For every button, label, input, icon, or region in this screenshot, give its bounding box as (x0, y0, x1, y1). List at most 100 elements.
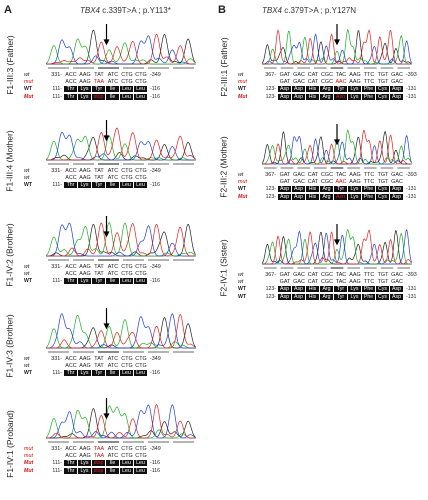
codon: TAA (93, 79, 105, 85)
sequence-line: wt ACC AAG TAT ATC CTG CTG (24, 175, 150, 181)
amino-acid: Tyr (334, 286, 347, 292)
codon: CTG (121, 363, 133, 369)
amino-acid: Phe (362, 293, 375, 300)
trace-channel-C (46, 313, 196, 349)
trace-channel-A (46, 135, 196, 161)
codon: CTG (121, 72, 133, 78)
amino-acid: Ile (106, 93, 119, 100)
trace-channel-T (262, 229, 412, 265)
amino-acid: Lys (348, 86, 361, 92)
codon: TAT (94, 72, 104, 78)
amino-acid: Asp (292, 193, 305, 200)
individual-label: F1-III:4 (Mother) (4, 114, 16, 208)
residue-start: 123- (265, 286, 276, 292)
codon: CTG (121, 453, 133, 459)
codon: TTC (363, 72, 375, 78)
amino-acid-line: WT 123- Asp Asp His Arg Tyr Lys Phe Cys Asp -131 (238, 186, 416, 192)
amino-acid: Thr (64, 86, 77, 92)
codon: CAT (307, 279, 319, 285)
amino-acid: Lys (78, 460, 91, 466)
codon: CGC (321, 279, 333, 285)
variant-arrow-head (103, 323, 110, 330)
codon: TTC (363, 79, 375, 85)
codon: GAC (391, 179, 403, 185)
codon: TAT (94, 356, 104, 362)
chromatogram (46, 308, 196, 353)
codon: GAC (293, 79, 305, 85)
allele-label: mut (238, 179, 247, 185)
amino-acid: Tyr (334, 186, 347, 192)
sequencing-row: F1-IV:2 (Brother) wt 331- ACC AAG TAT ATC CTG CT… (4, 210, 214, 300)
codon: CAT (307, 272, 319, 278)
amino-acid: Ile (106, 182, 119, 188)
residue-start: 123- (265, 193, 276, 200)
codon: CGC (321, 172, 333, 178)
sequence-line: mut GAT GAC CAT CGC AAC AAG TTC TGT GAC (238, 179, 406, 185)
allele-label: wt (24, 175, 30, 181)
residue-end: -131 (406, 186, 417, 192)
sequence-line: wt GAT GAC CAT CGC TAC AAG TTC TGT GAC (238, 279, 406, 285)
residue-start: 111- (52, 93, 62, 100)
trace-channel-T (262, 129, 412, 165)
amino-acid: Phe (362, 186, 375, 192)
codon: TTC (363, 279, 375, 285)
amino-acid: Tyr (92, 278, 105, 284)
amino-acid: Cys (376, 93, 389, 100)
amino-acid: Lys (78, 86, 91, 92)
individual-label: F2-III:2 (Mother) (218, 118, 230, 216)
variant-arrow-head (103, 413, 110, 420)
amino-acid: Ile (106, 370, 119, 376)
amino-acid: Tyr (92, 370, 105, 376)
codon: TGT (377, 72, 389, 78)
codon: AAG (349, 72, 361, 78)
trace-channel-T (46, 222, 196, 257)
codon: CTG (121, 79, 133, 85)
codon: AAG (79, 446, 91, 452)
amino-acid: stop (92, 467, 105, 474)
codon: GAC (391, 72, 403, 78)
sequence-line: wt 331- ACC AAG TAT ATC CTG CTG -349 (24, 356, 161, 362)
codon: AAC (335, 179, 347, 185)
codon: GAC (293, 179, 305, 185)
codon: CAT (307, 72, 319, 78)
individual-label: F1-IV:1 (Proband) (4, 392, 16, 496)
amino-acid: Cys (376, 293, 389, 300)
amino-acid: Lys (78, 93, 91, 100)
codon: AAG (349, 179, 361, 185)
allele-label: mut (24, 79, 33, 85)
codon: GAT (279, 272, 291, 278)
trace-channel-A (46, 38, 196, 65)
codon: GAC (391, 79, 403, 85)
codon: CTG (135, 264, 147, 270)
residue-end: -116 (150, 93, 160, 100)
codon: TAT (94, 264, 104, 270)
chromatogram (262, 24, 412, 69)
amino-acid: Leu (120, 467, 133, 474)
codon: ACC (65, 168, 77, 174)
codon: ACC (65, 175, 77, 181)
amino-acid: Asp (292, 86, 305, 92)
amino-acid: Asp (278, 286, 291, 292)
amino-acid: Phe (362, 86, 375, 92)
codon: GAC (293, 279, 305, 285)
amino-acid: Leu (134, 86, 147, 92)
amino-acid: Lys (78, 370, 91, 376)
amino-acid: Leu (134, 182, 147, 188)
codon: CGC (321, 79, 333, 85)
trace-channel-C (46, 35, 196, 65)
individual-label-text: F1-III:3 (Father) (5, 35, 16, 95)
sequencing-row: F1-III:4 (Mother) wt 331- ACC AAG TAT ATC CTG CT… (4, 114, 214, 208)
amino-acid: Lys (78, 278, 91, 284)
allele-label: wt (24, 363, 30, 369)
amino-acid: Arg (320, 186, 333, 192)
codon: GAT (279, 279, 291, 285)
amino-acid: Arg (320, 86, 333, 92)
codon: ACC (65, 264, 77, 270)
variant-arrow-head (334, 39, 340, 46)
amino-acid: Phe (362, 93, 375, 100)
allele-label: mut (24, 453, 33, 459)
amino-acid: Ile (106, 278, 119, 284)
codon: AAC (335, 79, 347, 85)
individual-label: F1-IV:2 (Brother) (4, 210, 16, 300)
codon: CTG (135, 356, 147, 362)
